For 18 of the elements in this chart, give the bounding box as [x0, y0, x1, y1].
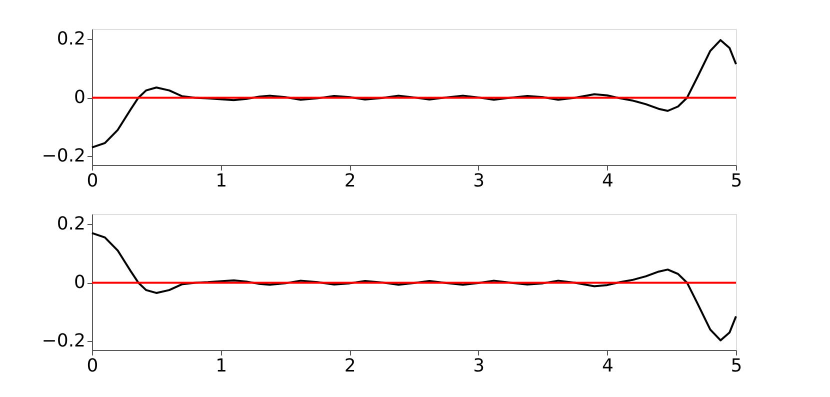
x-tick-label: 3	[473, 356, 485, 376]
x-tick-label: 3	[473, 170, 485, 192]
y-tick-label: 0	[74, 272, 86, 294]
x-tick-label: 4	[602, 356, 614, 376]
y-tick-label: 0.2	[56, 28, 86, 50]
y-tick-label: 0	[74, 87, 86, 108]
x-tick-label: 2	[344, 170, 356, 192]
x-tick-label: 5	[730, 356, 742, 376]
line-series	[91, 39, 737, 148]
x-tick-label: 1	[216, 356, 228, 376]
line-series	[91, 232, 737, 342]
x-tick-label: 1	[216, 170, 228, 192]
x-tick-label: 4	[602, 170, 614, 192]
y-tick-label: −0.2	[42, 330, 86, 352]
x-tick-label: 5	[730, 170, 742, 192]
y-tick-label: −0.2	[42, 146, 86, 167]
y-tick-label: 0.2	[56, 214, 86, 235]
x-tick-label: 2	[344, 356, 356, 376]
